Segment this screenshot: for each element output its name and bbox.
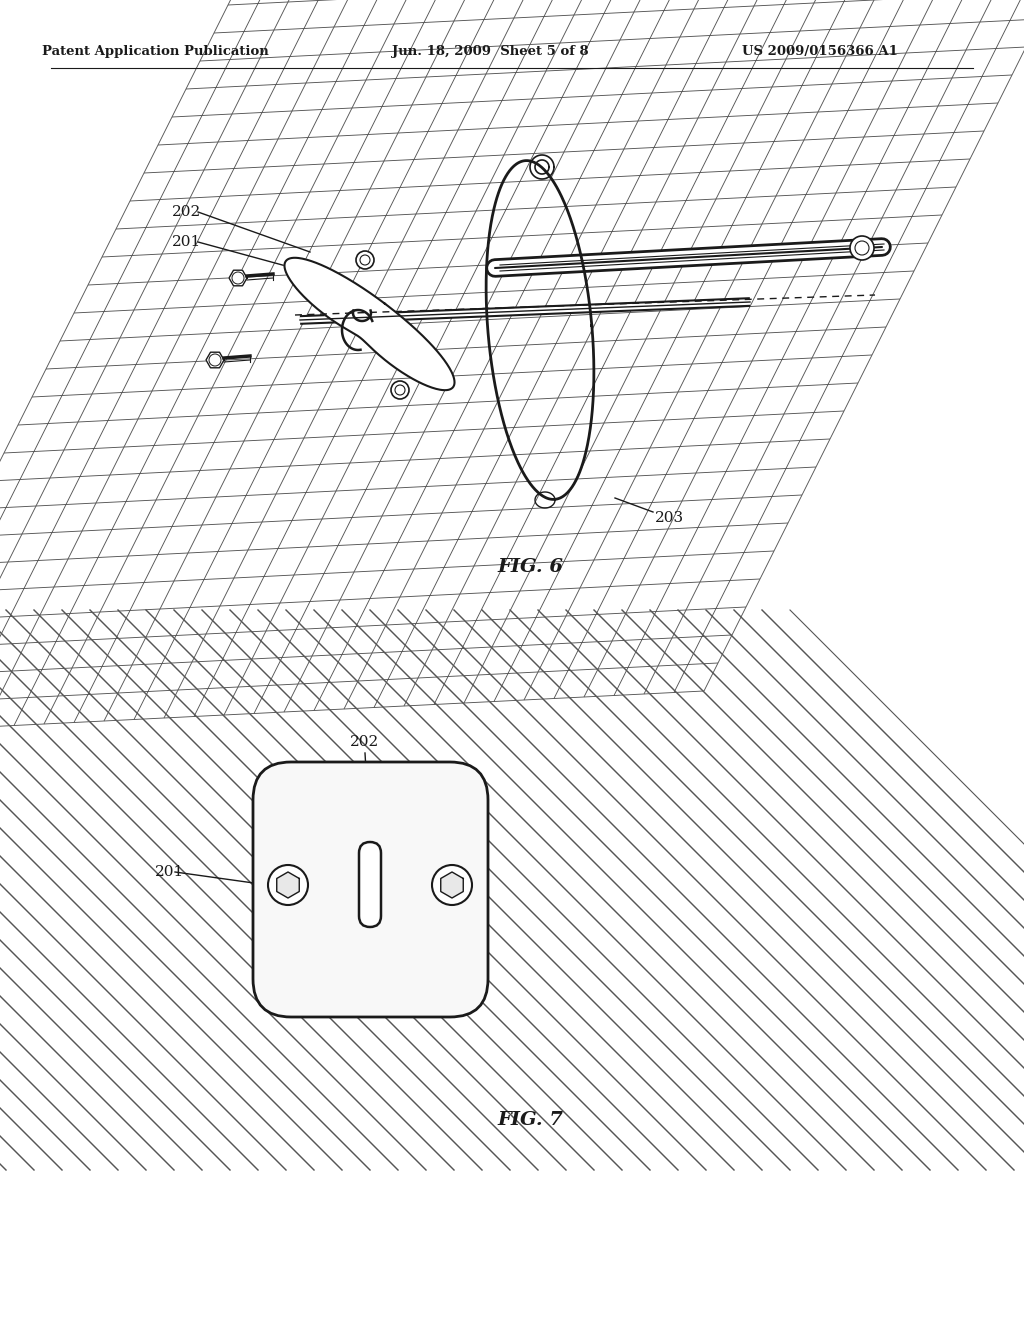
FancyBboxPatch shape <box>359 842 381 927</box>
Polygon shape <box>229 271 247 286</box>
Text: Jun. 18, 2009  Sheet 5 of 8: Jun. 18, 2009 Sheet 5 of 8 <box>392 45 589 58</box>
Text: 203: 203 <box>655 511 684 525</box>
Circle shape <box>850 236 874 260</box>
Text: 201: 201 <box>172 235 202 249</box>
Text: FIG. 6: FIG. 6 <box>497 558 563 576</box>
Text: 202: 202 <box>172 205 202 219</box>
Text: FIG. 7: FIG. 7 <box>497 1111 563 1129</box>
Polygon shape <box>285 257 455 391</box>
Polygon shape <box>440 873 463 898</box>
Text: 202: 202 <box>350 735 380 748</box>
FancyBboxPatch shape <box>253 762 488 1016</box>
Text: US 2009/0156366 A1: US 2009/0156366 A1 <box>742 45 898 58</box>
Circle shape <box>432 865 472 906</box>
Circle shape <box>268 865 308 906</box>
Text: 201: 201 <box>155 865 184 879</box>
Circle shape <box>391 381 409 399</box>
Circle shape <box>356 251 374 269</box>
Polygon shape <box>276 873 299 898</box>
Text: Patent Application Publication: Patent Application Publication <box>42 45 268 58</box>
Polygon shape <box>206 352 224 368</box>
